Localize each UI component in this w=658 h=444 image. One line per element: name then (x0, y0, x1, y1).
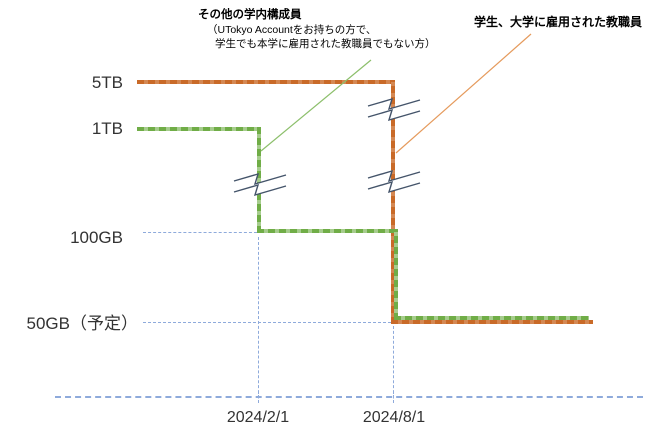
y-label-100gb: 100GB (70, 228, 123, 247)
series-other-members-segment-100gb (257, 229, 398, 233)
x-tick-2024-8-1 (393, 391, 394, 403)
gridline-2024-8-1 (393, 326, 394, 398)
series-other-members-segment-drop2 (394, 229, 398, 320)
annotation-other-members-sub2: 学生でも本学に雇用された教職員でもない方） (215, 38, 436, 50)
x-label-2024-8-1: 2024/8/1 (362, 409, 426, 426)
leader-line-other-members (260, 59, 372, 152)
annotation-other-members-title: その他の学内構成員 (198, 9, 302, 21)
series-other-members-segment-drop1 (257, 127, 261, 233)
gridline-100gb (143, 232, 257, 233)
annotation-other-members: その他の学内構成員 （UTokyo Accountをお持ちの方で、 学生でも本学… (198, 8, 436, 51)
series-students-staff-segment-50gb (391, 320, 593, 324)
x-label-2024-2-1: 2024/2/1 (226, 409, 290, 426)
series-students-staff-segment-drop (391, 80, 395, 324)
y-label-1tb: 1TB (91, 119, 123, 138)
y-label-5tb: 5TB (91, 73, 123, 92)
annotation-other-members-sub1: （UTokyo Accountをお持ちの方で、 (207, 24, 377, 36)
series-other-members-segment-1tb (137, 127, 261, 131)
y-label-50gb: 50GB（予定） (26, 314, 138, 333)
gridline-50gb (143, 322, 391, 323)
annotation-students-staff: 学生、大学に雇用された教職員 (474, 15, 643, 29)
series-students-staff-segment-5tb (137, 80, 395, 84)
leader-line-students-staff (395, 33, 532, 154)
series-other-members-segment-50gb (394, 316, 589, 320)
x-tick-2024-2-1 (258, 391, 259, 403)
x-axis-line (55, 396, 643, 398)
gridline-2024-2-1 (258, 237, 259, 398)
